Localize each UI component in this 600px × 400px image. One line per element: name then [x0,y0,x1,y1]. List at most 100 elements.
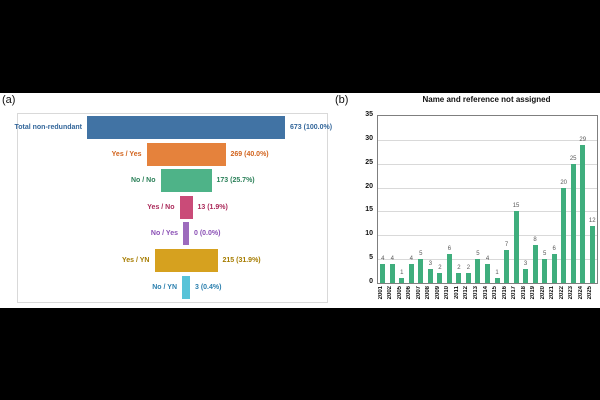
year-bar-value-label: 2 [438,265,442,271]
year-bar-value-label: 6 [447,246,452,252]
funnel-bar [154,249,218,272]
y-tick-label: 30 [365,134,373,142]
x-tick-label: 2024 [577,286,584,300]
x-tick-label: 2014 [482,286,489,300]
x-tick-label: 2018 [520,286,527,300]
funnel-value-label: 673 (100.0%) [290,124,333,131]
x-tick-label: 2023 [568,286,575,300]
year-bar-value-label: 2 [457,265,461,271]
funnel-row: Yes / Yes 269 (40.0%) [18,142,327,166]
x-tick-label: 2022 [558,286,565,300]
year-bar [399,278,405,283]
x-tick-label: 2001 [377,286,384,300]
year-bar-value-label: 12 [588,218,596,224]
funnel-category-label: No / Yes [150,230,178,238]
panel-b-label: (b) [335,94,349,106]
year-bar-value-label: 25 [569,156,577,162]
year-bar-value-label: 3 [523,261,528,267]
funnel-bar [179,195,193,219]
bar-chart-plot-area: 4 4 1 4 5 3 2 6 2 2 5 4 1 7 15 3 8 5 6 20 25 29 12 [377,115,598,284]
gridline [378,139,597,141]
y-tick-label: 5 [369,254,373,262]
year-bar-value-label: 4 [390,256,394,262]
figure-content: (a) Total non-redundant 673 (100.0%) Yes /… [0,93,600,308]
y-tick-label: 10 [365,230,373,238]
year-bar [456,273,462,283]
x-tick-label: 2012 [463,286,470,300]
year-bar-value-label: 29 [579,137,587,143]
funnel-bar [183,222,189,246]
year-bar [580,145,586,283]
x-tick-label: 2015 [492,286,499,300]
funnel-row: Yes / No 13 (1.9%) [18,195,327,219]
year-bar [437,273,443,283]
funnel-value-label: 173 (25.7%) [216,177,255,185]
year-bar-value-label: 3 [428,261,433,267]
funnel-bar [87,116,285,139]
funnel-category-label: Yes / Yes [111,150,142,158]
year-bar-value-label: 1 [495,270,499,276]
year-bar [532,245,538,283]
funnel-row: No / Yes 0 (0.0%) [18,222,327,246]
year-bar [542,259,548,283]
x-tick-label: 2008 [425,286,432,300]
year-bar [513,211,519,283]
y-tick-label: 20 [365,182,373,190]
funnel-category-label: No / No [131,177,156,185]
funnel-category-label: Total non-redundant [14,124,82,131]
funnel-row: Yes / YN 215 (31.9%) [18,249,327,272]
year-bar-value-label: 4 [381,256,385,262]
funnel-row: No / YN 3 (0.4%) [18,275,327,299]
x-tick-label: 2020 [539,286,546,300]
x-tick-label: 2009 [434,286,441,300]
funnel-value-label: 269 (40.0%) [230,150,269,158]
year-bar [465,273,471,283]
funnel-value-label: 215 (31.9%) [222,257,261,264]
x-tick-label: 2002 [387,286,394,300]
x-tick-label: 2005 [396,286,403,300]
bar-chart-title: Name and reference not assigned [422,95,551,104]
year-bar [561,188,567,283]
funnel-bar [146,142,226,166]
year-bar [485,264,490,283]
year-bar-value-label: 8 [533,237,537,243]
funnel-bar [182,275,190,299]
year-bar [389,264,395,283]
funnel-row: Total non-redundant 673 (100.0%) [14,116,332,139]
funnel-category-label: Yes / No [147,203,175,211]
year-bar [570,164,576,283]
year-bar [551,254,557,283]
funnel-category-label: Yes / YN [121,257,150,264]
funnel-value-label: 3 (0.4%) [195,283,222,291]
x-tick-label: 2006 [406,286,413,300]
year-bar-value-label: 6 [552,246,556,252]
x-tick-label: 2007 [415,286,422,300]
panel-a-label: (a) [2,94,16,106]
funnel-row: No / No 173 (25.7%) [18,169,327,193]
y-tick-label: 35 [365,111,373,118]
year-bar [475,259,481,283]
funnel-value-label: 0 (0.0%) [194,230,221,238]
x-tick-label: 2025 [587,286,594,300]
gridline [378,187,597,189]
year-bar-value-label: 4 [409,256,413,262]
year-bar-value-label: 4 [485,256,490,262]
gridline [378,163,597,165]
year-bar [427,269,433,283]
year-bar [446,254,452,283]
funnel-value-label: 13 (1.9%) [197,203,228,211]
y-tick-label: 0 [369,278,373,285]
year-bar [380,264,386,283]
year-bar [408,264,414,283]
year-bar [589,226,595,283]
y-tick-label: 15 [365,206,373,214]
x-tick-label: 2019 [530,286,537,300]
funnel-category-label: No / YN [152,283,177,291]
gridline [378,259,597,261]
funnel-bar [160,169,212,193]
y-tick-label: 25 [365,158,373,166]
x-tick-label: 2010 [444,286,451,300]
year-bar [504,250,510,283]
x-tick-label: 2021 [549,286,556,300]
